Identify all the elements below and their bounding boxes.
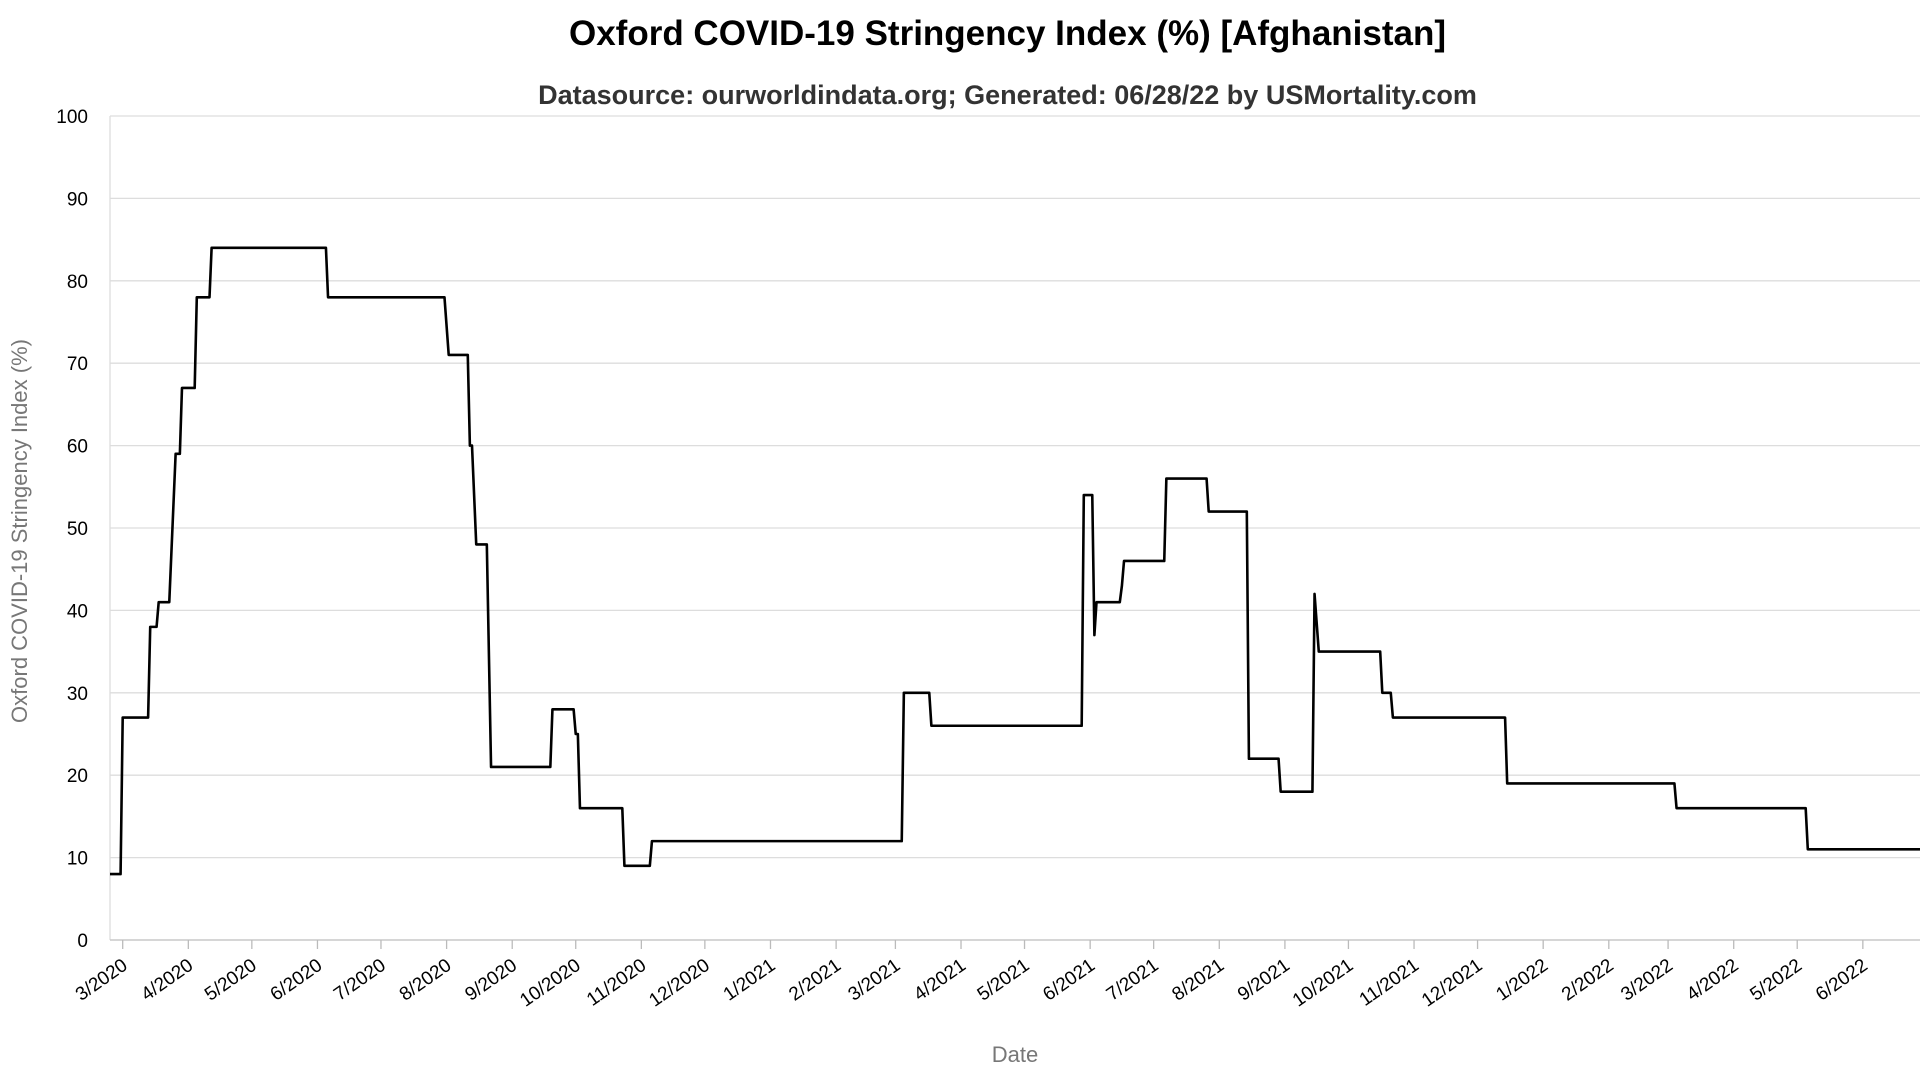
y-tick-label: 10 (67, 849, 88, 870)
gridlines (110, 115, 1920, 941)
y-tick-label: 60 (67, 437, 88, 458)
x-tick-label: 10/2021 (1289, 955, 1357, 1012)
x-axis-title: Date (992, 1042, 1038, 1067)
x-tick-label: 9/2020 (461, 955, 521, 1006)
x-tick-label: 2/2022 (1558, 955, 1618, 1006)
x-tick-label: 8/2021 (1168, 955, 1228, 1006)
series-line (110, 246, 1920, 876)
x-tick-label: 12/2021 (1418, 955, 1486, 1012)
x-tick-label: 8/2020 (396, 955, 456, 1006)
x-tick-label: 2/2021 (785, 955, 845, 1006)
x-tick-label: 6/2020 (267, 955, 327, 1006)
x-tick-label: 9/2021 (1234, 955, 1294, 1006)
x-tick-label: 11/2021 (1356, 955, 1423, 1011)
y-tick-label: 50 (67, 519, 88, 540)
x-tick-label: 3/2022 (1617, 955, 1677, 1006)
x-tick-label: 4/2021 (910, 955, 970, 1006)
x-tick-label: 7/2021 (1103, 955, 1163, 1006)
axes (109, 116, 1920, 949)
x-tick-label: 7/2020 (330, 955, 390, 1006)
x-tick-label: 12/2020 (645, 955, 713, 1012)
x-tick-label: 3/2020 (72, 955, 132, 1006)
y-tick-label: 70 (67, 354, 88, 375)
x-tick-label: 11/2020 (583, 955, 650, 1011)
chart-subtitle: Datasource: ourworldindata.org; Generate… (538, 80, 1477, 110)
y-tick-label: 30 (67, 684, 88, 705)
x-tick-label: 5/2021 (974, 955, 1034, 1006)
y-axis-title: Oxford COVID-19 Stringency Index (%) (7, 339, 32, 723)
y-tick-label: 100 (56, 107, 88, 128)
y-tick-label: 0 (77, 931, 88, 952)
x-tick-label: 6/2021 (1039, 955, 1099, 1006)
x-tick-label: 1/2022 (1492, 955, 1552, 1006)
y-tick-label: 40 (67, 601, 88, 622)
y-tick-label: 80 (67, 272, 88, 293)
x-tick-label: 5/2022 (1746, 955, 1806, 1006)
x-tick-label: 3/2021 (845, 955, 905, 1006)
x-tick-label: 10/2020 (516, 955, 584, 1012)
x-tick-label: 4/2022 (1683, 955, 1743, 1006)
y-tick-labels: 0 10 20 30 40 50 60 70 80 90 100 (56, 107, 88, 952)
chart-title: Oxford COVID-19 Stringency Index (%) [Af… (568, 14, 1447, 53)
series (110, 246, 1920, 876)
x-tick-label: 5/2020 (201, 955, 261, 1006)
x-tick-label: 6/2022 (1812, 955, 1872, 1006)
x-tick-label: 4/2020 (138, 955, 198, 1006)
y-tick-label: 90 (67, 189, 88, 210)
x-tick-label: 1/2021 (720, 955, 780, 1006)
y-tick-label: 20 (67, 766, 88, 787)
x-tick-labels: 3/2020 4/2020 5/2020 6/2020 7/2020 8/2020 9/20… (72, 955, 1872, 1012)
